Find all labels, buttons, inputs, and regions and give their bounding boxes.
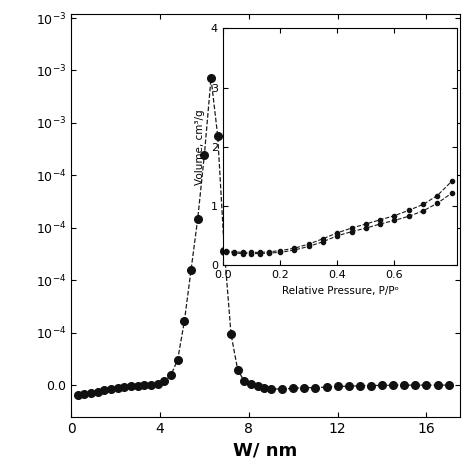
X-axis label: W/ nm: W/ nm	[233, 442, 298, 459]
X-axis label: Relative Pressure, P/Pᵒ: Relative Pressure, P/Pᵒ	[282, 286, 399, 296]
Y-axis label: Volume, cm³/g: Volume, cm³/g	[195, 109, 205, 185]
